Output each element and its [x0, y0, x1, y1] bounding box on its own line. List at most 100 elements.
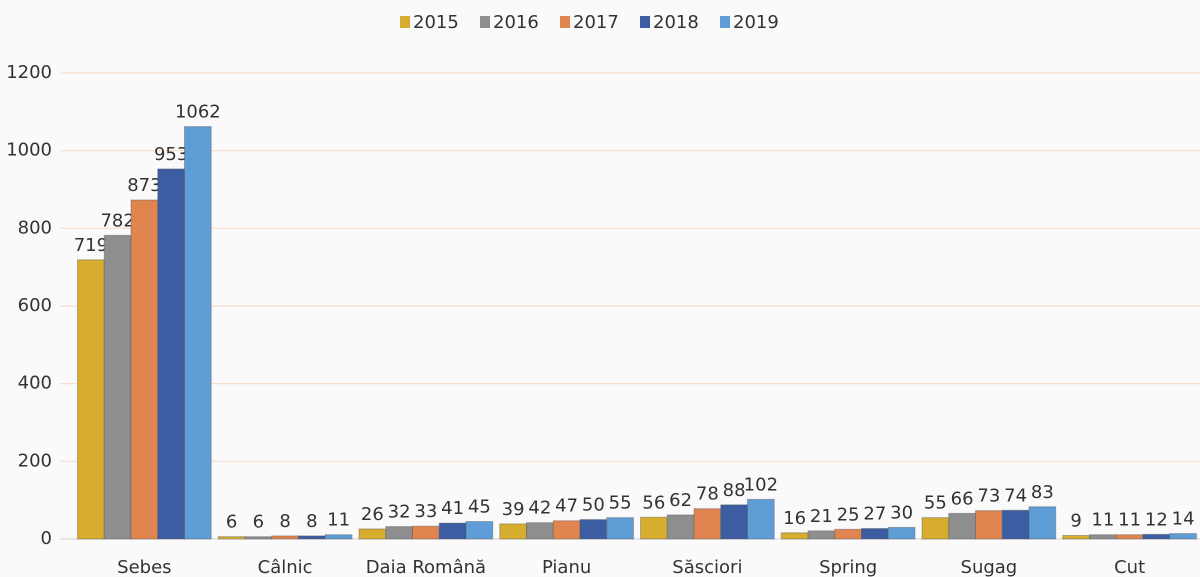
- y-tick-label: 600: [18, 295, 52, 316]
- data-label: 32: [388, 502, 411, 523]
- data-label: 953: [154, 144, 188, 165]
- bar: [526, 522, 554, 540]
- data-label: 6: [253, 512, 264, 533]
- x-tick-label: Săsciori: [672, 557, 742, 577]
- data-label: 102: [744, 474, 778, 495]
- data-label: 873: [127, 175, 161, 196]
- bar: [975, 510, 1003, 540]
- data-label: 9: [1070, 511, 1081, 532]
- bar: [552, 520, 581, 540]
- legend-label: 2015: [413, 12, 459, 33]
- bar: [693, 508, 722, 540]
- bar: [1089, 534, 1117, 540]
- data-label: 56: [642, 492, 665, 513]
- x-tick-label: Daia Română: [366, 557, 486, 577]
- data-label: 719: [74, 235, 108, 256]
- bar: [465, 521, 494, 540]
- x-tick-label: Cut: [1114, 557, 1145, 577]
- bar: [358, 528, 387, 540]
- bar: [244, 536, 273, 540]
- bar: [579, 519, 608, 540]
- legend-label: 2016: [493, 12, 539, 33]
- bar: [103, 234, 132, 540]
- bar: [1169, 533, 1197, 540]
- data-label: 11: [1118, 510, 1141, 531]
- data-label: 45: [468, 497, 491, 518]
- data-label: 47: [555, 496, 578, 517]
- x-tick-label: Câlnic: [258, 557, 313, 577]
- bar: [807, 530, 836, 540]
- legend-swatch: [560, 16, 570, 28]
- bar: [1142, 533, 1171, 540]
- legend-label: 2017: [573, 12, 619, 33]
- bar: [1028, 506, 1057, 540]
- bar: [297, 535, 326, 540]
- x-tick-label: Sugag: [961, 557, 1018, 577]
- data-label: 73: [977, 486, 1000, 507]
- data-label: 78: [696, 484, 719, 505]
- bar: [412, 525, 440, 540]
- y-tick-label: 1200: [6, 62, 52, 83]
- bar: [948, 512, 977, 540]
- data-label: 74: [1004, 485, 1027, 506]
- bar: [1001, 509, 1030, 540]
- data-label: 16: [783, 508, 806, 529]
- bar: [834, 528, 862, 540]
- bar: [887, 526, 916, 540]
- bar: [77, 259, 105, 540]
- data-label: 88: [723, 480, 746, 501]
- legend-swatch: [480, 16, 490, 28]
- legend-swatch: [720, 16, 730, 28]
- bar: [1062, 535, 1091, 540]
- y-tick-label: 0: [41, 528, 52, 549]
- x-tick-label: Spring: [819, 557, 877, 577]
- data-label: 1062: [175, 102, 221, 123]
- bar: [157, 168, 185, 540]
- legend-label: 2019: [733, 12, 779, 33]
- bar: [921, 517, 950, 540]
- bar: [860, 528, 889, 540]
- data-label: 62: [669, 490, 692, 511]
- data-label: 782: [100, 210, 134, 231]
- bar: [499, 523, 528, 540]
- data-label: 8: [279, 511, 290, 532]
- y-tick-label: 800: [18, 217, 52, 238]
- x-tick-label: Sebes: [117, 557, 171, 577]
- data-label: 33: [414, 501, 437, 522]
- bar: [1115, 534, 1144, 540]
- data-label: 8: [306, 511, 317, 532]
- bar: [720, 504, 748, 540]
- data-label: 25: [837, 504, 860, 525]
- bar: [130, 199, 159, 540]
- bar: [183, 126, 212, 540]
- bar: [324, 534, 353, 540]
- data-label: 21: [810, 506, 833, 527]
- bar: [606, 517, 634, 540]
- bar: [780, 532, 809, 540]
- y-tick-label: 1000: [6, 140, 52, 161]
- data-label: 6: [226, 512, 237, 533]
- data-label: 55: [609, 493, 632, 514]
- bar: [746, 498, 775, 540]
- bar: [385, 526, 414, 540]
- x-tick-label: Pianu: [542, 557, 591, 577]
- legend-swatch: [400, 16, 410, 28]
- bar: [438, 522, 467, 540]
- data-label: 83: [1031, 482, 1054, 503]
- data-label: 26: [361, 504, 384, 525]
- data-label: 11: [327, 510, 350, 531]
- data-label: 66: [951, 488, 974, 509]
- data-label: 30: [890, 502, 913, 523]
- data-label: 42: [528, 498, 551, 519]
- data-label: 39: [502, 499, 525, 520]
- data-label: 14: [1172, 509, 1195, 530]
- data-label: 41: [441, 498, 464, 519]
- legend-swatch: [640, 16, 650, 28]
- data-label: 55: [924, 493, 947, 514]
- bar: [640, 516, 668, 540]
- bar: [666, 514, 695, 540]
- data-label: 12: [1145, 509, 1168, 530]
- bar: [271, 535, 299, 540]
- y-tick-label: 400: [18, 373, 52, 394]
